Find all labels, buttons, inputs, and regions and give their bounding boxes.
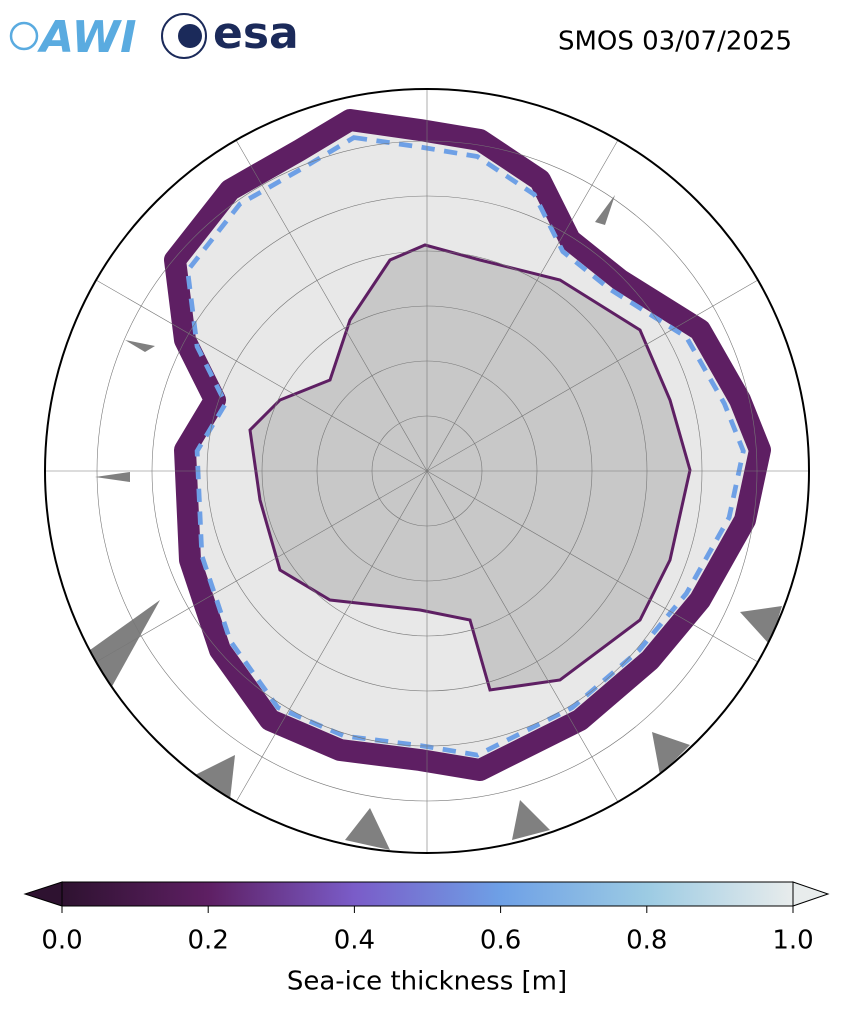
map: [45, 89, 809, 853]
colorbar-extend-low: [23, 881, 63, 907]
tick-label: 0.6: [480, 926, 521, 956]
tick-label: 0.2: [188, 926, 229, 956]
graticule: [45, 89, 809, 853]
esa-logo: esa: [161, 8, 299, 59]
awi-globe: [9, 21, 39, 51]
awi-logo: AWI: [9, 12, 137, 63]
antarctica: [248, 243, 692, 692]
tick-label: 1.0: [772, 926, 813, 956]
esa-logo-text: esa: [213, 8, 299, 59]
map-frame: [44, 88, 810, 854]
tick-label: 0.4: [334, 926, 375, 956]
colorbar-bar: [61, 881, 794, 907]
title: SMOS 03/07/2025: [558, 27, 792, 57]
tick-label: 0.0: [41, 926, 82, 956]
tick-label: 0.8: [626, 926, 667, 956]
colorbar-extend-high: [792, 881, 830, 907]
awi-logo-text: AWI: [37, 12, 137, 63]
esa-emblem-core: [178, 24, 202, 48]
colorbar-label: Sea-ice thickness [m]: [287, 967, 567, 997]
esa-emblem: [161, 13, 207, 59]
colorbar: [23, 881, 830, 907]
